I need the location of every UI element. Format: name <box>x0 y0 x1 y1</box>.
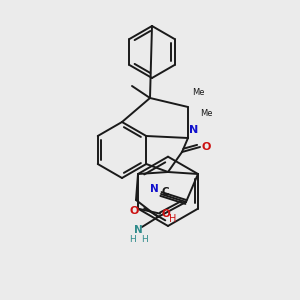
Text: H: H <box>141 236 147 244</box>
Text: O: O <box>202 142 211 152</box>
Text: O: O <box>129 206 139 216</box>
Text: Me: Me <box>200 109 212 118</box>
Text: H: H <box>169 214 176 224</box>
Text: H: H <box>129 236 135 244</box>
Text: N: N <box>150 184 159 194</box>
Text: Me: Me <box>192 88 205 97</box>
Text: N: N <box>189 125 198 135</box>
Text: O: O <box>161 208 170 219</box>
Text: C: C <box>161 187 169 197</box>
Text: N: N <box>134 225 142 235</box>
